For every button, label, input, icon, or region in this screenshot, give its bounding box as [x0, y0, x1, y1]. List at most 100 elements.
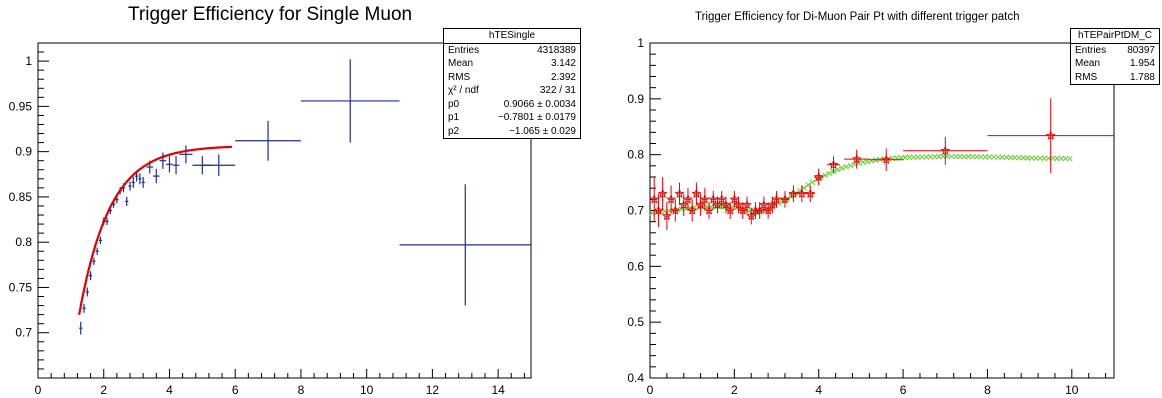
marker-stroke	[990, 154, 997, 160]
data-point	[649, 177, 660, 222]
data-point	[235, 120, 301, 161]
marker-stroke	[1058, 155, 1065, 162]
marker-stroke	[961, 153, 968, 160]
stats-value: 0.9066 ± 0.0034	[503, 98, 576, 110]
curve-marker	[809, 179, 816, 186]
data-point	[708, 190, 719, 208]
fit-curve	[78, 145, 232, 316]
data-point	[657, 177, 668, 211]
y-tick-label: 0.8	[627, 148, 644, 162]
star-marker	[670, 205, 681, 215]
data-point	[172, 156, 180, 175]
data-point	[82, 303, 86, 313]
star-marker	[687, 205, 698, 215]
y-tick-label: 0.95	[9, 99, 33, 113]
curve-marker	[1016, 154, 1022, 161]
stats-label: Mean	[1075, 58, 1101, 69]
star-marker	[653, 205, 664, 215]
star-marker	[708, 194, 719, 204]
star-marker	[678, 199, 689, 210]
star-marker	[674, 188, 685, 198]
y-tick-label: 1	[25, 54, 32, 68]
data-point	[813, 168, 824, 186]
curve-marker	[936, 153, 942, 160]
stats-label: RMS	[1075, 71, 1098, 83]
stats-value: −1.065 ± 0.029	[509, 125, 576, 137]
y-tick-label: 0.6	[627, 259, 644, 273]
curve-marker	[1003, 154, 1010, 161]
x-tick-label: 6	[232, 383, 239, 397]
y-tick-label: 0.8	[15, 235, 32, 249]
y-tick-label: 0.9	[15, 145, 32, 159]
marker-stroke	[839, 165, 845, 171]
curve-marker	[847, 162, 854, 169]
star-marker	[1045, 130, 1056, 140]
star-marker	[695, 199, 706, 210]
stats-value: 1.954	[1129, 58, 1155, 69]
data-point	[159, 152, 167, 169]
dimuon-plot: 0 2 4 6 8 10 0.4 0.5 0.6 0.7 0.8 0.9 1	[627, 36, 1115, 397]
marker-stroke	[982, 154, 989, 160]
data-point	[79, 321, 83, 335]
stats-row: p0 0.9066 ± 0.0034	[444, 98, 580, 112]
data-point	[797, 185, 807, 203]
data-point	[683, 188, 693, 211]
data-point	[88, 271, 93, 281]
data-point	[141, 177, 145, 188]
star-marker	[771, 194, 782, 204]
marker-stroke	[1054, 155, 1060, 162]
data-point	[699, 188, 710, 211]
data-point	[737, 202, 748, 219]
curve-marker	[843, 163, 849, 170]
data-point	[687, 199, 698, 222]
data-point	[399, 184, 531, 306]
star-marker	[940, 145, 951, 155]
marker-stroke	[902, 154, 909, 161]
marker-stroke	[906, 154, 913, 161]
data-point	[780, 190, 790, 208]
star-marker	[657, 188, 668, 198]
curve-marker	[952, 153, 959, 160]
data-point	[691, 182, 702, 205]
curve-marker	[957, 153, 963, 160]
data-point	[153, 168, 160, 184]
curve-marker	[978, 153, 984, 160]
data-point	[95, 247, 99, 255]
x-tick-label: 6	[900, 383, 907, 397]
data-point	[805, 185, 816, 203]
chart-title: Trigger Efficiency for Single Muon	[128, 4, 413, 25]
star-marker	[737, 205, 748, 215]
data-point	[758, 196, 769, 214]
y-tick-label: 0.5	[627, 315, 644, 329]
star-marker	[851, 153, 862, 164]
star-marker	[661, 210, 672, 221]
stats-label: Entries	[1075, 44, 1107, 56]
stats-value: 4318389	[537, 44, 576, 56]
marker-stroke	[919, 154, 925, 160]
marker-stroke	[1028, 155, 1035, 161]
stats-row: p2 −1.065 ± 0.029	[444, 125, 580, 139]
curve-marker	[839, 165, 845, 171]
curve-marker	[906, 154, 913, 161]
star-marker	[763, 205, 773, 215]
data-point	[712, 196, 723, 214]
curve-marker	[822, 172, 828, 179]
stats-row: Entries 80397	[1071, 44, 1159, 58]
data-point	[720, 196, 731, 214]
curve-marker	[902, 154, 909, 161]
data-point	[827, 156, 840, 174]
star-marker	[780, 194, 790, 204]
curve-marker	[990, 154, 997, 160]
y-tick-label: 0.75	[9, 280, 33, 294]
curve-marker	[1028, 155, 1035, 161]
y-tick-label: 0.4	[627, 371, 644, 385]
stats-row: RMS 2.392	[444, 71, 580, 85]
star-marker	[720, 199, 731, 210]
curve-marker	[915, 154, 921, 160]
x-tick-label: 8	[298, 383, 305, 397]
star-marker	[742, 199, 752, 210]
marker-stroke	[1062, 155, 1069, 162]
plot-frame	[649, 42, 1115, 379]
data-point	[661, 202, 672, 231]
star-marker	[797, 188, 807, 198]
